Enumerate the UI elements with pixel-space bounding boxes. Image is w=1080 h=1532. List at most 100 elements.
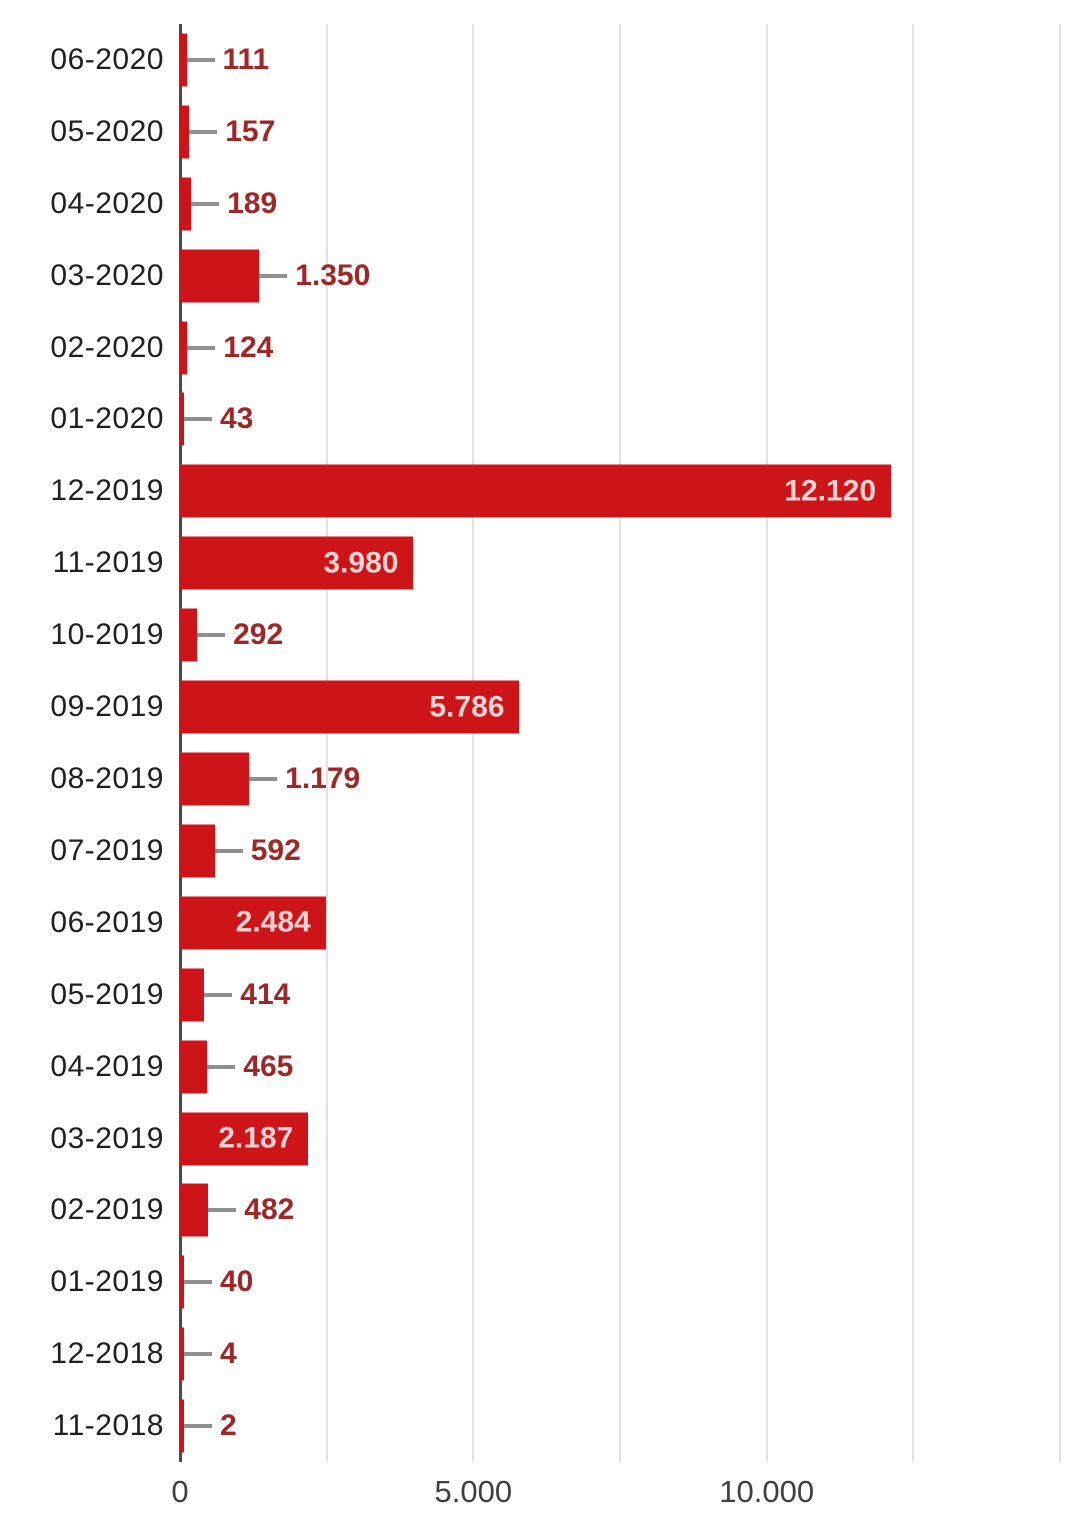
annotation-stem <box>259 273 288 278</box>
bar-area: 43 <box>180 384 1060 456</box>
annotation-stem <box>189 129 218 134</box>
gridline <box>325 24 328 1462</box>
value-label: 189 <box>227 186 278 220</box>
x-tick-label: 5.000 <box>434 1474 513 1509</box>
bar-row: 02-2020 124 <box>0 312 1060 384</box>
bar-area: 40 <box>180 1246 1060 1318</box>
bar-area: 12.120 <box>180 455 1060 527</box>
bar <box>180 1255 184 1309</box>
category-label: 04-2020 <box>50 186 164 220</box>
gridline <box>472 24 475 1462</box>
category-label: 11-2018 <box>52 1409 164 1443</box>
category-label: 09-2019 <box>50 690 164 724</box>
bar-area: 2.187 <box>180 1103 1060 1175</box>
bar-area: 124 <box>180 312 1060 384</box>
bar-area: 189 <box>180 168 1060 240</box>
x-tick-label: 10.000 <box>719 1474 815 1509</box>
bar-area: 482 <box>180 1175 1060 1247</box>
annotation-stem <box>204 992 233 997</box>
value-label: 111 <box>222 42 270 76</box>
category-label: 04-2019 <box>50 1049 164 1083</box>
category-label: 12-2019 <box>50 474 164 508</box>
category-label: 07-2019 <box>50 833 164 867</box>
bar-row: 07-2019 592 <box>0 815 1060 887</box>
annotation-stem <box>191 201 220 206</box>
annotation-stem <box>208 1208 237 1213</box>
bar-row: 09-2019 5.786 <box>0 671 1060 743</box>
bar <box>180 824 215 878</box>
bar-row: 02-2019 482 <box>0 1175 1060 1247</box>
category-label: 12-2018 <box>50 1337 164 1371</box>
bar: 3.980 <box>180 536 414 590</box>
category-label: 06-2020 <box>50 42 164 76</box>
bar <box>180 1399 184 1453</box>
grid-layer <box>179 24 1061 1462</box>
bar-row: 04-2019 465 <box>0 1031 1060 1103</box>
value-label: 2.187 <box>218 1121 294 1155</box>
annotation-stem <box>197 633 226 638</box>
value-label: 43 <box>220 402 254 436</box>
value-label: 5.786 <box>429 690 505 724</box>
bar-area: 157 <box>180 96 1060 168</box>
category-label: 06-2019 <box>50 905 164 939</box>
annotation-stem <box>214 848 243 853</box>
bar <box>180 752 250 806</box>
value-label: 482 <box>244 1193 295 1227</box>
value-label: 414 <box>240 977 291 1011</box>
bar-area: 2.484 <box>180 887 1060 959</box>
bar-row: 12-2019 12.120 <box>0 455 1060 527</box>
bar-row: 05-2019 414 <box>0 959 1060 1031</box>
bar: 2.187 <box>180 1112 309 1166</box>
bar-row: 01-2020 43 <box>0 384 1060 456</box>
bar <box>180 1183 209 1237</box>
bar: 5.786 <box>180 680 520 734</box>
bar-row: 08-2019 1.179 <box>0 743 1060 815</box>
category-label: 08-2019 <box>50 762 164 796</box>
x-axis: 0 5.000 10.000 <box>171 1474 1060 1518</box>
bar-area: 3.980 <box>180 527 1060 599</box>
bar <box>180 392 184 446</box>
bar-area: 2 <box>180 1390 1060 1462</box>
gridline <box>912 24 915 1462</box>
annotation-stem <box>184 1424 212 1429</box>
bar <box>180 1040 208 1094</box>
chart-rows: 06-2020 111 05-2020 157 04-2020 189 03-2020 1.3… <box>0 24 1060 1462</box>
category-label: 03-2020 <box>50 258 164 292</box>
bar-row: 03-2020 1.350 <box>0 240 1060 312</box>
value-label: 592 <box>250 833 301 867</box>
value-label: 292 <box>233 618 284 652</box>
category-label: 01-2020 <box>50 402 164 436</box>
annotation-stem <box>249 777 278 782</box>
axis-baseline <box>179 24 182 1462</box>
bar-row: 05-2020 157 <box>0 96 1060 168</box>
bar <box>180 177 192 231</box>
bar <box>180 968 205 1022</box>
bar-area: 465 <box>180 1031 1060 1103</box>
value-label: 12.120 <box>784 474 877 508</box>
bar-row: 06-2020 111 <box>0 24 1060 96</box>
value-label: 4 <box>220 1337 237 1371</box>
category-label: 02-2020 <box>50 330 164 364</box>
value-label: 157 <box>225 114 276 148</box>
bar <box>180 1327 184 1381</box>
bar <box>180 608 198 662</box>
bar: 2.484 <box>180 896 326 950</box>
bar-area: 1.350 <box>180 240 1060 312</box>
bar-area: 111 <box>180 24 1060 96</box>
bar-row: 04-2020 189 <box>0 168 1060 240</box>
bar <box>180 249 260 303</box>
value-label: 2 <box>220 1409 237 1443</box>
bar <box>180 105 190 159</box>
gridline <box>1059 24 1061 1462</box>
value-label: 40 <box>220 1265 254 1299</box>
bar-row: 03-2019 2.187 <box>0 1103 1060 1175</box>
value-label: 3.980 <box>323 546 399 580</box>
category-label: 05-2019 <box>50 977 164 1011</box>
bar-area: 5.786 <box>180 671 1060 743</box>
category-label: 11-2019 <box>52 546 164 580</box>
bar-area: 414 <box>180 959 1060 1031</box>
value-label: 1.179 <box>285 762 361 796</box>
bar-area: 292 <box>180 599 1060 671</box>
category-label: 10-2019 <box>50 618 164 652</box>
